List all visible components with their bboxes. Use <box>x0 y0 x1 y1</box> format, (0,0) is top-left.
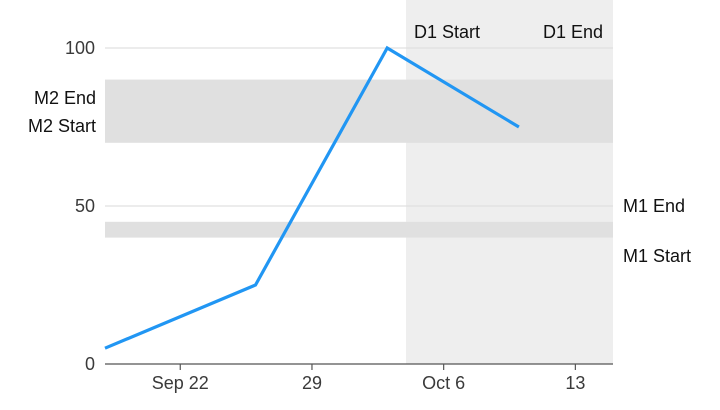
y-tick-label: 100 <box>65 38 95 58</box>
measure-band-2-end-label: M2 End <box>34 88 96 108</box>
measure-band-2-start-label: M2 Start <box>28 116 96 136</box>
x-tick-label: 29 <box>302 373 322 393</box>
x-tick-label: Oct 6 <box>422 373 465 393</box>
measure-band-1 <box>105 221 613 238</box>
measure-band-2 <box>105 79 613 143</box>
series-layer <box>104 45 520 350</box>
domain-band-start-label: D1 Start <box>414 22 480 42</box>
y-tick-label: 0 <box>85 354 95 374</box>
y-tick-label: 50 <box>75 196 95 216</box>
domain-band-1 <box>406 0 613 364</box>
series-line-1 <box>104 45 520 350</box>
x-tick-label: Sep 22 <box>152 373 209 393</box>
axes <box>105 363 613 370</box>
measure-band-1-start-label: M1 Start <box>623 246 691 266</box>
gridlines <box>105 47 613 207</box>
labels-layer: D1 Start D1 End M1 End M1 Start M2 End M2 Sta… <box>28 22 691 393</box>
domain-band-end-label: D1 End <box>543 22 603 42</box>
x-tick-label: 13 <box>565 373 585 393</box>
range-annotation-bands <box>105 0 613 364</box>
measure-band-1-end-label: M1 End <box>623 196 685 216</box>
